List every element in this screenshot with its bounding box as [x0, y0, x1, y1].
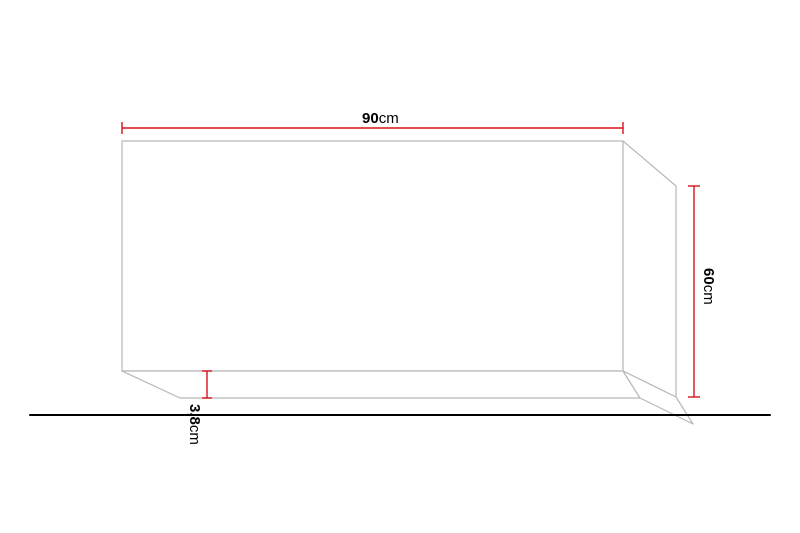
dimension-thickness-label: 3,8cm [186, 404, 203, 445]
dimension-depth-value: 60 [700, 268, 717, 285]
diagram-canvas: 90cm 60cm 3,8cm [0, 0, 800, 533]
dimension-depth-unit: cm [700, 285, 717, 305]
dimension-thickness-value: 3,8 [186, 404, 203, 425]
panel-drawing [0, 0, 800, 533]
dimension-width-value: 90 [362, 110, 379, 127]
dimension-width-unit: cm [379, 110, 399, 127]
dimension-width-label: 90cm [362, 110, 399, 127]
dimension-thickness-unit: cm [186, 425, 203, 445]
dimension-depth-label: 60cm [700, 268, 717, 305]
